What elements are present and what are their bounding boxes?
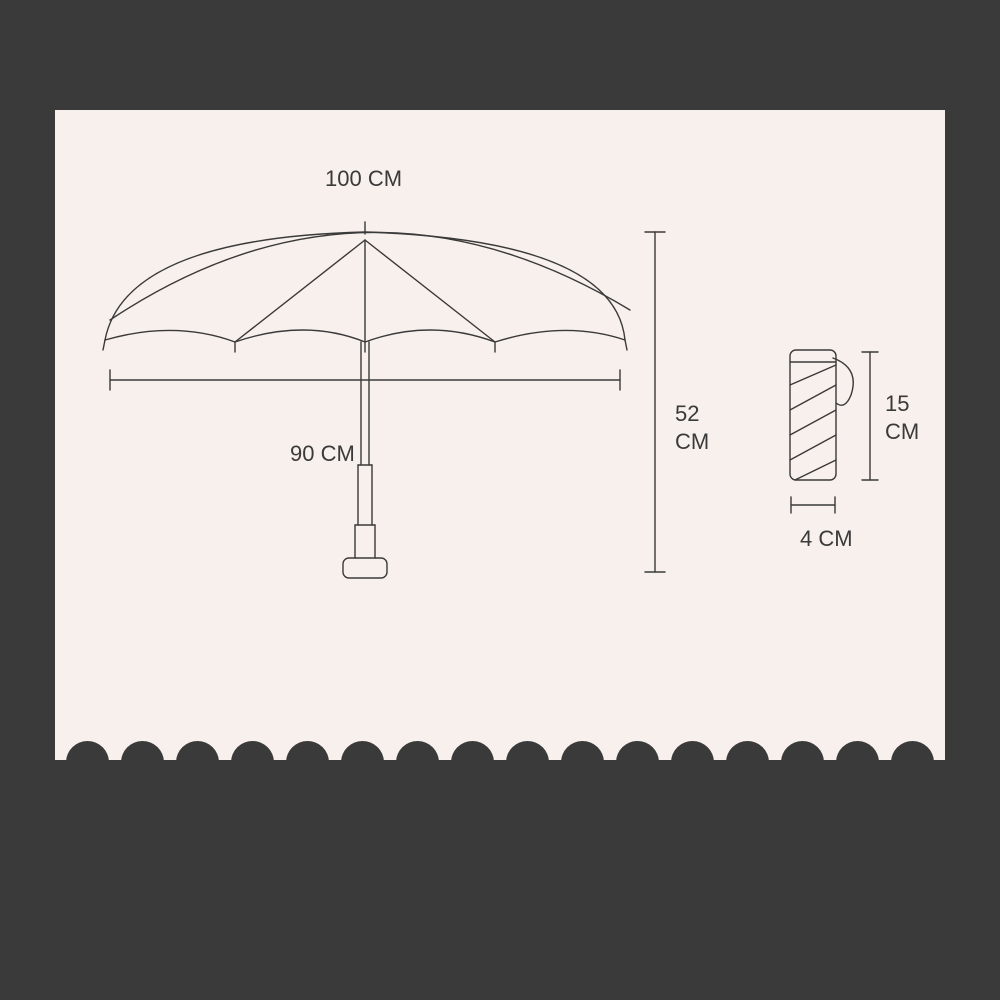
height-dimension-label: 52 CM — [675, 400, 709, 455]
folded-width-label: 4 CM — [800, 525, 853, 553]
folded-height-label: 15 CM — [885, 390, 919, 445]
folded-umbrella-body — [790, 350, 836, 480]
umbrella-folded-drawing — [55, 110, 945, 760]
width-dimension-label: 90 CM — [290, 440, 355, 468]
arc-dimension-label: 100 CM — [325, 165, 402, 193]
scalloped-edge — [55, 721, 945, 761]
diagram-panel: 100 CM 90 CM 52 CM 15 CM 4 CM — [55, 110, 945, 760]
